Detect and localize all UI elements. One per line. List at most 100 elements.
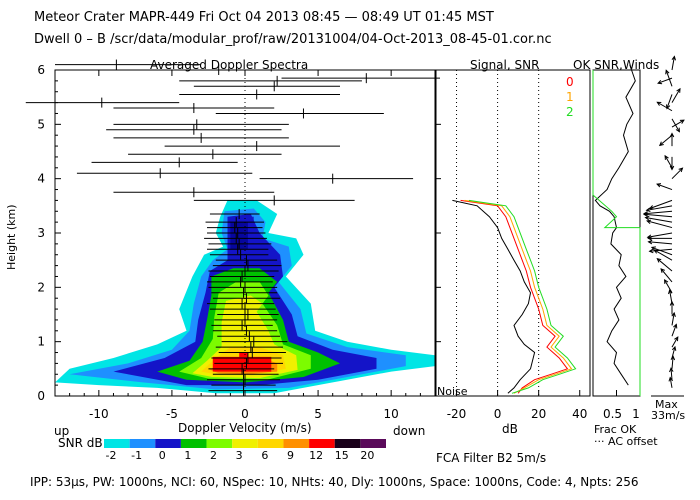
wind-barb-head	[656, 183, 662, 188]
colorbar-swatch	[232, 439, 258, 448]
wind-barb	[646, 220, 673, 229]
colorbar-tick-label: 12	[309, 449, 323, 462]
wind-barb-head	[668, 288, 673, 295]
x-tick-label: 10	[384, 407, 399, 421]
filter-label: FCA Filter B2 5m/s	[436, 451, 547, 465]
wind-barb	[646, 205, 673, 211]
signal-frame	[435, 69, 591, 397]
wind-barb	[656, 258, 673, 272]
wind-barb	[671, 346, 676, 359]
wind-barb-head	[647, 236, 653, 241]
noise-label: Noise	[437, 385, 468, 398]
wind-barb-head	[668, 376, 673, 382]
x-tick-label: -10	[89, 407, 109, 421]
colorbar-tick-label: 2	[210, 449, 217, 462]
colorbar-label: SNR dB	[58, 436, 103, 450]
series-signal-line	[452, 199, 536, 394]
wind-barb-head	[660, 268, 665, 273]
header-line-2: Dwell 0 – B /scr/data/modular_prof/raw/2…	[34, 32, 552, 47]
legend-2: 2	[566, 105, 574, 119]
wind-barb	[664, 279, 673, 294]
series-1-line	[464, 199, 573, 394]
signal-x-tick-label: 0	[494, 407, 502, 421]
wind-barb-head	[673, 323, 678, 329]
series-2-line	[468, 199, 577, 394]
db-axis-label: dB	[502, 422, 518, 436]
wind-barb	[648, 241, 673, 245]
wind-barb-head	[664, 154, 669, 160]
doppler-axis-label: Doppler Velocity (m/s)	[178, 421, 312, 435]
wind-barb	[656, 183, 673, 191]
wind-barb-head	[671, 311, 676, 317]
wind-barb	[671, 119, 685, 128]
wind-barb	[644, 210, 673, 215]
y-tick-label: 2	[37, 280, 45, 294]
x-tick-label: 5	[314, 407, 322, 421]
series-ok_snr-line	[592, 70, 641, 396]
ok-frame	[592, 69, 641, 397]
ok-snr-winds-title: OK SNR,Winds	[573, 58, 660, 72]
wind-barb-head	[669, 300, 675, 306]
wind-barb-head	[678, 167, 684, 173]
wind-barb-head	[656, 257, 662, 263]
wind-barb	[654, 249, 673, 261]
wind-barb	[644, 213, 673, 218]
wind-barb-head	[653, 249, 659, 254]
wind-barb-head	[669, 367, 674, 373]
wind-barb-head	[658, 141, 664, 147]
wind-barb	[645, 216, 673, 223]
wind-barb	[665, 70, 673, 87]
wind-max-label: Max	[655, 398, 678, 411]
series-0-line	[460, 199, 569, 394]
colorbar-swatch	[104, 439, 130, 448]
y-tick-label: 3	[37, 226, 45, 240]
colorbar-swatch	[257, 439, 284, 448]
series-frac_ok-line	[594, 64, 636, 386]
colorbar-swatch	[360, 439, 386, 448]
y-tick-label: 0	[37, 389, 45, 403]
ac-offset-label: ··· AC offset	[594, 435, 658, 448]
wind-barb	[671, 324, 677, 337]
colorbar-swatch	[180, 439, 207, 448]
wind-barb-head	[644, 215, 650, 221]
wind-barb-head	[675, 127, 680, 133]
header-line-1: Meteor Crater MAPR-449 Fri Oct 04 2013 0…	[34, 10, 494, 25]
wind-barb	[659, 134, 673, 146]
signal-title: Signal, SNR	[470, 58, 540, 72]
wind-barb	[669, 290, 673, 304]
snr-contour-8	[212, 352, 272, 372]
wind-barb	[671, 336, 679, 348]
wind-barb-head	[679, 119, 685, 124]
wind-barb	[671, 167, 683, 180]
x-tick-label: -5	[166, 407, 178, 421]
wind-barb	[660, 268, 673, 283]
x-tick-label: 0	[241, 407, 249, 421]
wind-barb	[649, 199, 673, 209]
label-down: down	[393, 424, 426, 438]
wind-barb-head	[666, 104, 671, 110]
colorbar-tick-label: 0	[159, 449, 166, 462]
y-tick-label: 1	[37, 335, 45, 349]
wind-barb	[666, 94, 673, 109]
colorbar-swatch	[309, 439, 335, 448]
colorbar-tick-label: 1	[184, 449, 191, 462]
wind-barb-head	[642, 212, 648, 217]
signal-x-tick-label: 40	[572, 407, 587, 421]
y-tick-label: 4	[37, 172, 45, 186]
y-tick-label: 5	[37, 117, 45, 131]
colorbar-tick-label: 6	[261, 449, 268, 462]
legend-1: 1	[566, 90, 574, 104]
y-tick-label: 6	[37, 63, 45, 77]
wind-barb	[669, 377, 673, 388]
wind-barb	[664, 155, 673, 169]
colorbar-tick-label: -2	[106, 449, 117, 462]
ok-x-tick-label: 0.5	[603, 407, 622, 421]
wind-barb-head	[645, 207, 651, 212]
colorbar-tick-label: 15	[335, 449, 349, 462]
colorbar-tick-label: 3	[236, 449, 243, 462]
wind-barb-head	[647, 239, 653, 245]
wind-barb-head	[664, 278, 669, 284]
wind-barb-head	[648, 248, 654, 254]
wind-barb-head	[671, 55, 676, 61]
wind-barb-head	[656, 101, 662, 106]
